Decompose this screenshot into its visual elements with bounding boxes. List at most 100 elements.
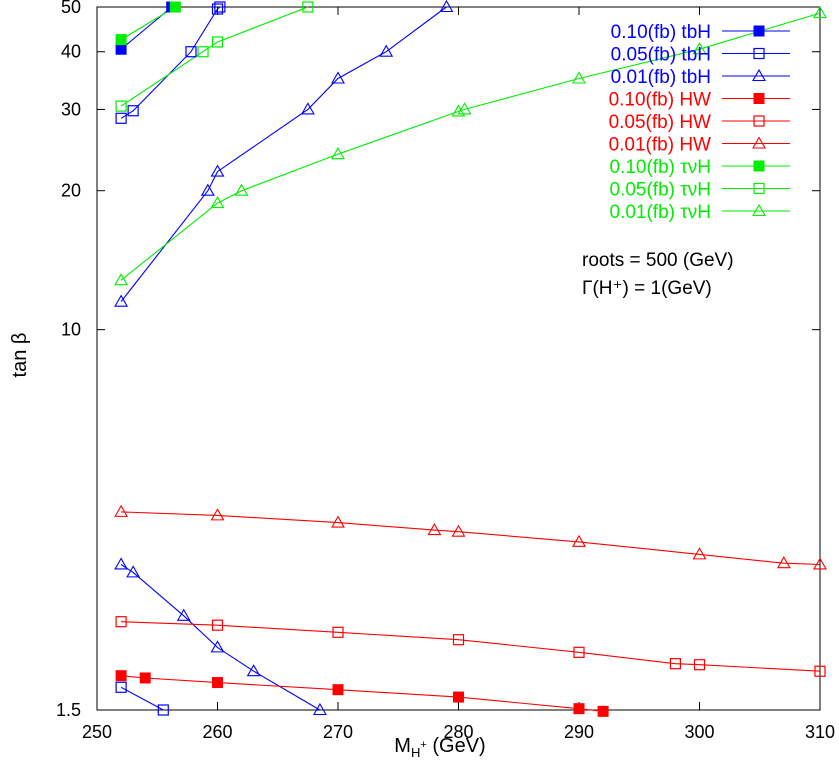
- data-point: [331, 71, 345, 84]
- data-point: [692, 547, 707, 560]
- legend-label: 0.05(fb) tbH: [611, 45, 711, 66]
- legend-label: 0.01(fb) tbH: [611, 67, 711, 88]
- data-point: [210, 640, 225, 653]
- legend-marker: [752, 136, 766, 149]
- data-point: [331, 515, 345, 528]
- data-point: [312, 702, 327, 716]
- data-point: [453, 691, 464, 703]
- data-point: [115, 681, 127, 693]
- x-tick-label: 290: [564, 722, 594, 742]
- y-tick-label: 10: [61, 320, 81, 340]
- y-tick-label: 50: [61, 0, 81, 17]
- data-point: [114, 294, 129, 307]
- series-line: [121, 621, 821, 672]
- data-point: [212, 677, 223, 689]
- annotation-roots: roots = 500 (GeV): [582, 250, 734, 271]
- data-point: [692, 42, 707, 55]
- data-point: [169, 1, 181, 13]
- x-tick-label: 310: [805, 722, 835, 742]
- legend-label: 0.05(fb) τνH: [610, 180, 712, 201]
- x-tick-label: 300: [684, 722, 714, 742]
- data-point: [572, 71, 586, 84]
- data-point: [197, 46, 209, 58]
- data-point: [234, 183, 249, 196]
- series-line: [120, 12, 821, 281]
- data-point: [246, 664, 261, 677]
- data-point: [139, 672, 151, 684]
- y-axis-label: tan β: [9, 333, 31, 378]
- data-point: [115, 112, 127, 124]
- x-tick-label: 280: [443, 722, 473, 742]
- legend-label: 0.10(fb) τνH: [610, 157, 712, 178]
- data-point: [573, 703, 585, 715]
- data-point: [114, 273, 129, 286]
- data-point: [214, 1, 226, 13]
- data-point: [114, 504, 129, 517]
- data-point: [115, 616, 127, 628]
- data-point: [200, 183, 215, 196]
- y-tick-label: 1.5: [56, 700, 81, 720]
- data-point: [176, 608, 191, 621]
- series-line: [120, 564, 321, 711]
- data-point: [332, 684, 344, 696]
- y-tick-label: 30: [61, 99, 81, 119]
- data-point: [813, 5, 827, 19]
- data-point: [127, 105, 139, 117]
- legend-marker: [753, 93, 765, 104]
- y-tick-label: 40: [61, 42, 81, 62]
- data-point: [115, 34, 127, 46]
- legend-label: 0.01(fb) HW: [609, 135, 711, 156]
- data-point: [813, 557, 827, 570]
- legend-marker: [753, 25, 765, 37]
- data-point: [814, 665, 826, 677]
- x-tick-label: 270: [323, 722, 353, 742]
- data-point: [439, 0, 454, 13]
- data-point: [597, 705, 609, 717]
- data-point: [210, 508, 225, 521]
- data-point: [573, 646, 585, 658]
- legend-label: 0.01(fb) τνH: [610, 202, 712, 223]
- data-point: [451, 524, 466, 537]
- data-point: [669, 658, 682, 670]
- x-tick-label: 260: [202, 722, 232, 742]
- data-point: [776, 556, 791, 569]
- legend-marker: [753, 182, 765, 195]
- data-point: [427, 522, 442, 536]
- series-line: [121, 675, 604, 712]
- series-line: [120, 6, 309, 107]
- series-lines: [120, 6, 821, 712]
- data-point: [115, 43, 127, 55]
- data-point: [210, 195, 225, 209]
- series-line: [120, 686, 164, 711]
- data-point: [115, 670, 127, 682]
- data-point: [211, 36, 224, 48]
- data-point: [451, 104, 466, 117]
- data-point: [157, 704, 169, 716]
- data-point: [185, 46, 197, 58]
- data-point: [211, 619, 224, 631]
- legend-marker: [752, 68, 766, 82]
- data-point: [457, 102, 472, 115]
- legend-marker: [753, 160, 765, 172]
- data-point: [331, 147, 345, 160]
- data-point: [572, 534, 586, 547]
- data-point: [210, 164, 225, 177]
- y-tick-label: 20: [61, 181, 81, 201]
- legend-label: 0.05(fb) HW: [609, 112, 711, 133]
- legend-marker: [752, 203, 766, 217]
- series-line: [121, 511, 821, 566]
- data-point: [693, 659, 706, 671]
- axis-ticks: 250 260 270 280 290 300 310 1.5 10 20 30 40 50: [56, 0, 835, 742]
- annotation-width: Γ(H⁺) = 1(GeV): [582, 278, 712, 299]
- legend-marker: [753, 47, 765, 60]
- data-point: [114, 557, 129, 570]
- x-tick-label: 250: [82, 722, 112, 742]
- data-point: [211, 3, 224, 15]
- legend-label: 0.10(fb) tbH: [611, 22, 711, 43]
- series-line: [120, 6, 447, 302]
- legend-label: 0.10(fb) HW: [609, 90, 711, 111]
- data-point: [115, 100, 127, 112]
- data-point: [302, 1, 314, 13]
